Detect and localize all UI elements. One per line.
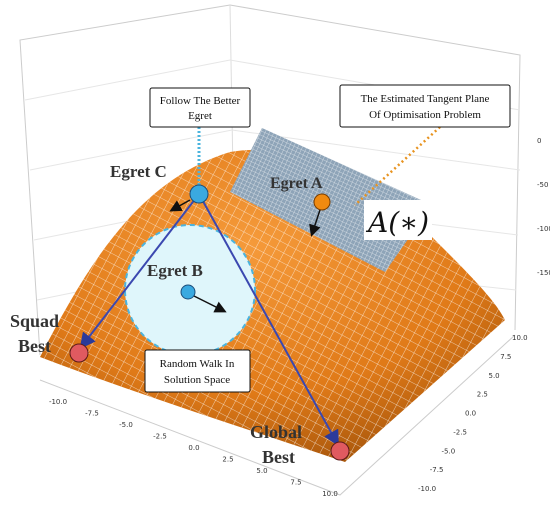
y-tick-label: 7.5 [500, 353, 511, 361]
z-tick-label: -100 [537, 225, 550, 233]
y-tick-label: 10.0 [512, 334, 528, 342]
axis-box [19, 4, 521, 496]
x-tick-label: 10.0 [322, 490, 338, 498]
y-tick-label: -2.5 [453, 428, 467, 436]
egret-b-label: Egret B [147, 261, 203, 280]
callout-text: Egret [188, 110, 212, 122]
global-best-label: Best [262, 447, 295, 467]
egret-a-dot [313, 193, 331, 211]
callout-text: Of Optimisation Problem [369, 109, 481, 121]
y-tick-label: -10.0 [418, 485, 436, 493]
egret-a-label: Egret A [270, 175, 323, 192]
x-tick-label: 2.5 [222, 456, 233, 464]
callout-box [149, 87, 251, 128]
tangent-label: A(∗) [365, 206, 429, 239]
y-tick-label: 2.5 [477, 391, 488, 399]
x-tick-label: 5.0 [256, 467, 267, 475]
callout-text: Random Walk In [160, 358, 235, 370]
y-tick-label: 0.0 [465, 410, 476, 418]
callout-box [144, 349, 251, 393]
x-tick-label: -2.5 [153, 433, 167, 441]
squad-best-label: Best [18, 336, 51, 356]
squad-best-label: Squad [10, 311, 59, 331]
connector [354, 126, 441, 206]
egret-b-dot [180, 284, 196, 300]
z-tick-label: -50 [537, 181, 548, 189]
move-arrow [189, 293, 227, 313]
callout-text: Follow The Better [160, 95, 241, 107]
x-tick-label: -10.0 [49, 398, 67, 406]
global-best-dot [330, 441, 350, 461]
move-arrow [169, 199, 191, 212]
x-tick-label: 0.0 [188, 444, 199, 452]
tangent-label-bg [364, 200, 432, 240]
axis-ticks: -10.0 -7.5 -5.0 -2.5 0.0 2.5 5.0 7.5 10.0 10.0 7.5… [49, 137, 550, 498]
z-tick-label: -150 [537, 269, 550, 277]
y-tick-label: -7.5 [430, 466, 444, 474]
callout-box [339, 84, 511, 128]
move-arrow [309, 209, 321, 237]
z-tick-label: 0 [537, 137, 541, 145]
move-arrow [198, 193, 339, 447]
egret-c-dot [189, 184, 209, 204]
egret-c-label: Egret C [110, 162, 167, 181]
x-tick-label: -5.0 [119, 421, 133, 429]
callout-text: Solution Space [164, 374, 230, 386]
global-best-label: Global [250, 422, 302, 442]
y-tick-label: 5.0 [489, 372, 500, 380]
y-tick-label: -5.0 [442, 447, 456, 455]
squad-best-dot [69, 343, 89, 363]
callout-text: The Estimated Tangent Plane [361, 93, 490, 105]
x-tick-label: 7.5 [290, 479, 301, 487]
move-arrow [79, 193, 200, 350]
x-tick-label: -7.5 [85, 410, 99, 418]
